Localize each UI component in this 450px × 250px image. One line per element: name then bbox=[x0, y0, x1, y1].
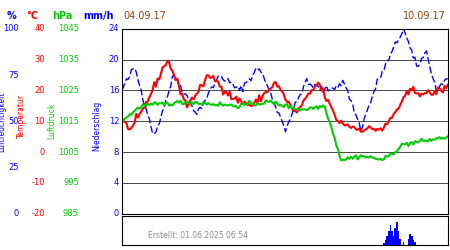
Text: 75: 75 bbox=[8, 70, 19, 80]
Bar bbox=[388, 230, 390, 245]
Bar bbox=[393, 236, 395, 245]
Text: 10.09.17: 10.09.17 bbox=[403, 11, 446, 21]
Text: 24: 24 bbox=[109, 24, 119, 33]
Text: 4: 4 bbox=[114, 178, 119, 188]
Text: 50: 50 bbox=[9, 117, 19, 126]
Text: 25: 25 bbox=[9, 163, 19, 172]
Text: 0: 0 bbox=[40, 148, 45, 156]
Text: 1045: 1045 bbox=[58, 24, 79, 33]
Text: 1025: 1025 bbox=[58, 86, 79, 95]
Bar bbox=[398, 230, 400, 245]
Bar bbox=[411, 236, 413, 245]
Bar bbox=[413, 240, 414, 245]
Text: 16: 16 bbox=[108, 86, 119, 95]
Text: -10: -10 bbox=[32, 178, 45, 188]
Text: °C: °C bbox=[26, 11, 38, 21]
Text: Luftdruck: Luftdruck bbox=[47, 103, 56, 140]
Text: Luftfeuchtigkeit: Luftfeuchtigkeit bbox=[0, 91, 7, 152]
Bar bbox=[396, 222, 398, 245]
Text: 04.09.17: 04.09.17 bbox=[123, 11, 166, 21]
Bar bbox=[390, 225, 391, 245]
Text: hPa: hPa bbox=[52, 11, 72, 21]
Text: 1035: 1035 bbox=[58, 55, 79, 64]
Text: 30: 30 bbox=[34, 55, 45, 64]
Text: 1015: 1015 bbox=[58, 117, 79, 126]
Text: Niederschlag: Niederschlag bbox=[92, 101, 101, 151]
Bar bbox=[414, 242, 416, 245]
Text: 0: 0 bbox=[14, 209, 19, 218]
Text: 985: 985 bbox=[63, 209, 79, 218]
Bar bbox=[409, 234, 411, 245]
Bar bbox=[385, 240, 386, 245]
Text: 40: 40 bbox=[35, 24, 45, 33]
Bar bbox=[408, 239, 409, 245]
Bar bbox=[403, 242, 404, 245]
Bar bbox=[383, 243, 385, 245]
Bar bbox=[395, 228, 396, 245]
Text: 995: 995 bbox=[63, 178, 79, 188]
Text: 100: 100 bbox=[3, 24, 19, 33]
Text: Temperatur: Temperatur bbox=[17, 94, 26, 138]
Text: 12: 12 bbox=[109, 117, 119, 126]
Bar bbox=[386, 236, 388, 245]
Text: 1005: 1005 bbox=[58, 148, 79, 156]
Bar bbox=[400, 239, 401, 245]
Text: 8: 8 bbox=[114, 148, 119, 156]
Text: 10: 10 bbox=[35, 117, 45, 126]
Bar bbox=[391, 230, 393, 245]
Text: -20: -20 bbox=[32, 209, 45, 218]
Text: 20: 20 bbox=[109, 55, 119, 64]
Text: 0: 0 bbox=[114, 209, 119, 218]
Text: %: % bbox=[7, 11, 17, 21]
Text: Erstellt: 01.06.2025 06:54: Erstellt: 01.06.2025 06:54 bbox=[148, 231, 248, 240]
Text: 20: 20 bbox=[35, 86, 45, 95]
Text: mm/h: mm/h bbox=[83, 11, 114, 21]
